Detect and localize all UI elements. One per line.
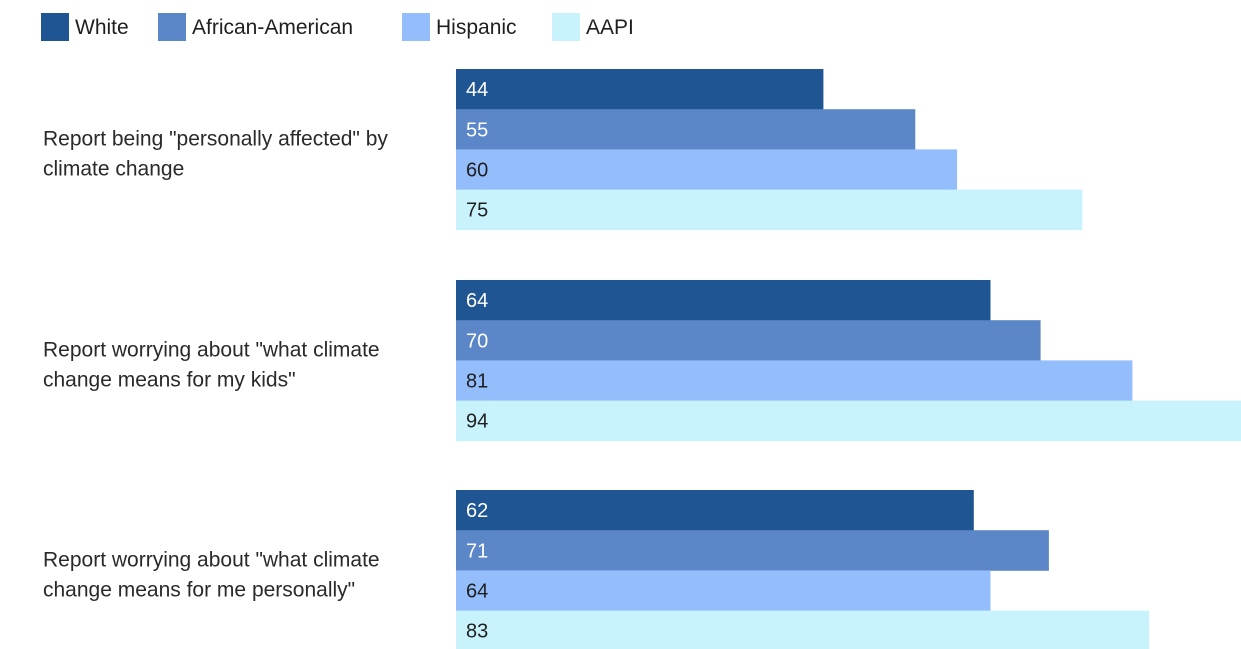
value-label: 62: [466, 500, 488, 522]
legend-label: Hispanic: [436, 16, 517, 39]
category-label-line: change means for my kids": [43, 368, 296, 391]
value-label: 55: [466, 119, 488, 141]
legend-label: AAPI: [586, 16, 634, 39]
category-label: Report being "personally affected" by cli…: [43, 127, 388, 180]
bar-hispanic: [456, 360, 1133, 401]
value-label: 60: [466, 160, 488, 182]
bars: 44 55 60 75 64 70 81 94 62 71 64 83: [456, 69, 1241, 649]
bar-hispanic: [456, 570, 991, 611]
legend-item-aapi: AAPI: [552, 13, 634, 41]
category-label-line: change means for me personally": [43, 578, 355, 601]
legend-swatch-white: [41, 13, 69, 41]
value-label: 64: [466, 290, 488, 312]
bar-white: [456, 69, 824, 110]
legend-swatch-hispanic: [402, 13, 430, 41]
legend-item-hispanic: Hispanic: [402, 13, 517, 41]
legend-swatch-aapi: [552, 13, 580, 41]
bar-group: 62 71 64 83: [456, 490, 1150, 649]
value-label: 94: [466, 411, 488, 433]
category-label-line: Report being "personally affected" by: [43, 127, 388, 150]
value-label: 75: [466, 200, 488, 222]
bar-aapi: [456, 189, 1083, 231]
bar-aapi: [456, 400, 1241, 442]
value-label: 64: [466, 581, 488, 603]
value-label: 44: [466, 79, 488, 101]
value-label: 70: [466, 330, 488, 352]
bar-white: [456, 490, 974, 531]
legend-label: White: [75, 16, 129, 39]
legend-swatch-african-american: [158, 13, 186, 41]
value-label: 71: [466, 540, 488, 562]
category-label-line: Report worrying about "what climate: [43, 338, 380, 361]
legend-label: African-American: [192, 16, 353, 39]
bar-white: [456, 280, 991, 321]
bar-african-american: [456, 109, 916, 150]
legend-item-white: White: [41, 13, 129, 41]
bar-group: 64 70 81 94: [456, 280, 1241, 442]
category-labels: Report being "personally affected" by cli…: [43, 127, 388, 601]
legend-item-african-american: African-American: [158, 13, 353, 41]
bar-african-american: [456, 320, 1041, 361]
category-label-line: climate change: [43, 157, 184, 180]
bar-aapi: [456, 610, 1150, 649]
category-label: Report worrying about "what climate chang…: [43, 338, 380, 391]
value-label: 81: [466, 371, 488, 393]
value-label: 83: [466, 621, 488, 643]
legend: White African-American Hispanic AAPI: [41, 13, 634, 41]
bar-african-american: [456, 530, 1049, 571]
bar-group: 44 55 60 75: [456, 69, 1083, 231]
bar-hispanic: [456, 149, 958, 190]
category-label: Report worrying about "what climate chang…: [43, 548, 380, 601]
category-label-line: Report worrying about "what climate: [43, 548, 380, 571]
